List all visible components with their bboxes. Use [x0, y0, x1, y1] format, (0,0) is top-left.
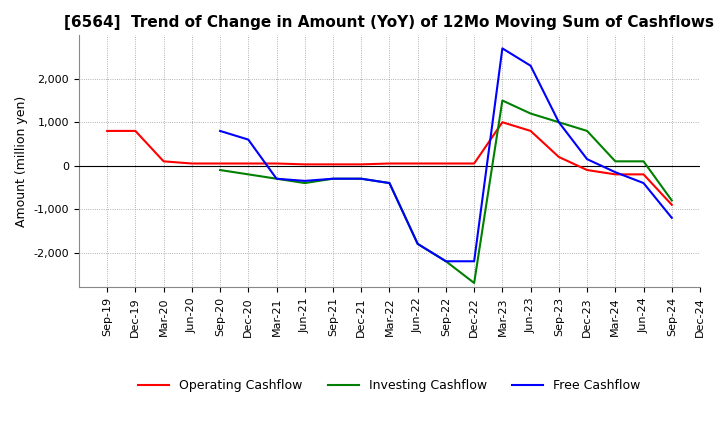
Operating Cashflow — [357, 162, 366, 167]
Operating Cashflow — [216, 161, 225, 166]
Legend: Operating Cashflow, Investing Cashflow, Free Cashflow: Operating Cashflow, Investing Cashflow, … — [133, 374, 646, 397]
Investing Cashflow — [498, 98, 507, 103]
Operating Cashflow — [103, 128, 112, 134]
Investing Cashflow — [244, 172, 253, 177]
Investing Cashflow — [413, 241, 422, 246]
Investing Cashflow — [216, 167, 225, 172]
Operating Cashflow — [498, 120, 507, 125]
Line: Free Cashflow: Free Cashflow — [220, 48, 672, 261]
Free Cashflow — [526, 63, 535, 68]
Free Cashflow — [385, 180, 394, 186]
Investing Cashflow — [554, 120, 563, 125]
Free Cashflow — [582, 157, 591, 162]
Operating Cashflow — [328, 162, 337, 167]
Investing Cashflow — [385, 180, 394, 186]
Free Cashflow — [300, 178, 309, 183]
Free Cashflow — [554, 120, 563, 125]
Free Cashflow — [272, 176, 281, 181]
Investing Cashflow — [470, 280, 479, 286]
Investing Cashflow — [328, 176, 337, 181]
Free Cashflow — [328, 176, 337, 181]
Title: [6564]  Trend of Change in Amount (YoY) of 12Mo Moving Sum of Cashflows: [6564] Trend of Change in Amount (YoY) o… — [65, 15, 714, 30]
Operating Cashflow — [159, 159, 168, 164]
Operating Cashflow — [611, 172, 620, 177]
Free Cashflow — [498, 46, 507, 51]
Free Cashflow — [441, 259, 450, 264]
Operating Cashflow — [131, 128, 140, 134]
Free Cashflow — [470, 259, 479, 264]
Free Cashflow — [357, 176, 366, 181]
Free Cashflow — [611, 169, 620, 175]
Investing Cashflow — [582, 128, 591, 134]
Investing Cashflow — [357, 176, 366, 181]
Free Cashflow — [639, 180, 648, 186]
Investing Cashflow — [639, 159, 648, 164]
Operating Cashflow — [413, 161, 422, 166]
Operating Cashflow — [526, 128, 535, 134]
Free Cashflow — [667, 215, 676, 220]
Investing Cashflow — [300, 180, 309, 186]
Operating Cashflow — [300, 162, 309, 167]
Operating Cashflow — [187, 161, 196, 166]
Operating Cashflow — [667, 202, 676, 207]
Investing Cashflow — [441, 259, 450, 264]
Investing Cashflow — [272, 176, 281, 181]
Operating Cashflow — [441, 161, 450, 166]
Investing Cashflow — [667, 198, 676, 203]
Operating Cashflow — [272, 161, 281, 166]
Operating Cashflow — [582, 167, 591, 172]
Operating Cashflow — [554, 154, 563, 160]
Investing Cashflow — [611, 159, 620, 164]
Operating Cashflow — [244, 161, 253, 166]
Operating Cashflow — [470, 161, 479, 166]
Operating Cashflow — [639, 172, 648, 177]
Investing Cashflow — [526, 111, 535, 116]
Free Cashflow — [216, 128, 225, 134]
Y-axis label: Amount (million yen): Amount (million yen) — [15, 96, 28, 227]
Line: Investing Cashflow: Investing Cashflow — [220, 100, 672, 283]
Free Cashflow — [244, 137, 253, 142]
Line: Operating Cashflow: Operating Cashflow — [107, 122, 672, 205]
Free Cashflow — [413, 241, 422, 246]
Operating Cashflow — [385, 161, 394, 166]
